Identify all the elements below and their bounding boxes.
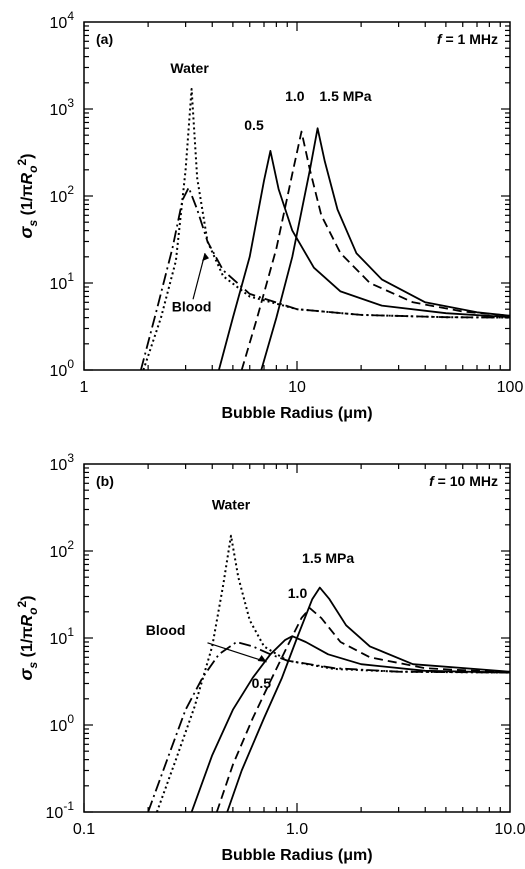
annotation-water: Water — [170, 60, 209, 76]
x-tick-label: 10 — [288, 379, 306, 396]
series-line-blood — [147, 641, 510, 812]
blood-arrowhead — [257, 654, 267, 662]
y-tick-label: 103 — [50, 96, 75, 119]
annotation-0-5: 0.5 — [252, 675, 272, 691]
y-tick-label: 101 — [50, 625, 75, 648]
y-tick-label: 100 — [50, 712, 75, 735]
series-line-water — [155, 534, 510, 812]
y-tick-label: 102 — [50, 538, 75, 561]
y-axis-title: σs (1/πRo2) — [15, 154, 40, 239]
x-tick-label: 100 — [497, 379, 524, 396]
annotation-1-5-mpa: 1.5 MPa — [302, 550, 354, 566]
chart-panel-b: 0.1 1.0 10.0 10-1 100 101 102 103 Bubble Radius … — [15, 451, 525, 864]
annotation-water: Water — [212, 497, 251, 513]
chart-panel-a: 1 10 100 100 101 102 103 104 Bubble Radius (μm) σ… — [15, 9, 523, 422]
x-axis-title: Bubble Radius (μm) — [221, 847, 372, 864]
y-tick-label: 10-1 — [46, 799, 75, 822]
frequency-label: f = 1 MHz — [437, 31, 498, 47]
series-line-1-5-mpa — [226, 586, 510, 812]
y-tick-label: 101 — [50, 270, 75, 293]
series-line-0-5 — [218, 150, 510, 370]
annotation-0-5: 0.5 — [244, 117, 264, 133]
blood-arrow — [207, 642, 267, 663]
series-line-0-5 — [190, 635, 510, 812]
series-line-1-0 — [240, 130, 510, 370]
y-tick-label: 103 — [50, 451, 75, 474]
x-tick-label: 1.0 — [286, 821, 308, 838]
series-line-1-5-mpa — [260, 127, 510, 370]
panel-label: (a) — [96, 31, 113, 47]
blood-arrow — [192, 253, 206, 300]
y-tick-label: 104 — [50, 9, 75, 32]
frequency-label: f = 10 MHz — [429, 473, 498, 489]
annotation-1-0: 1.0 — [288, 585, 308, 601]
x-tick-label: 10.0 — [494, 821, 525, 838]
x-tick-label: 0.1 — [73, 821, 95, 838]
series-line-blood — [140, 186, 510, 370]
annotation-blood: Blood — [146, 622, 186, 638]
panel-label: (b) — [96, 473, 114, 489]
x-axis-title: Bubble Radius (μm) — [221, 405, 372, 422]
series-line-1-0 — [215, 607, 510, 812]
blood-arrowhead — [202, 253, 210, 262]
annotation-1-0: 1.0 — [285, 88, 305, 104]
series-line-water — [142, 88, 510, 370]
annotation-blood: Blood — [172, 299, 212, 315]
y-tick-label: 100 — [50, 357, 75, 380]
y-tick-label: 102 — [50, 183, 75, 206]
y-axis-title: σs (1/πRo2) — [15, 596, 40, 681]
x-tick-label: 1 — [80, 379, 89, 396]
annotation-1-5-mpa: 1.5 MPa — [319, 88, 371, 104]
